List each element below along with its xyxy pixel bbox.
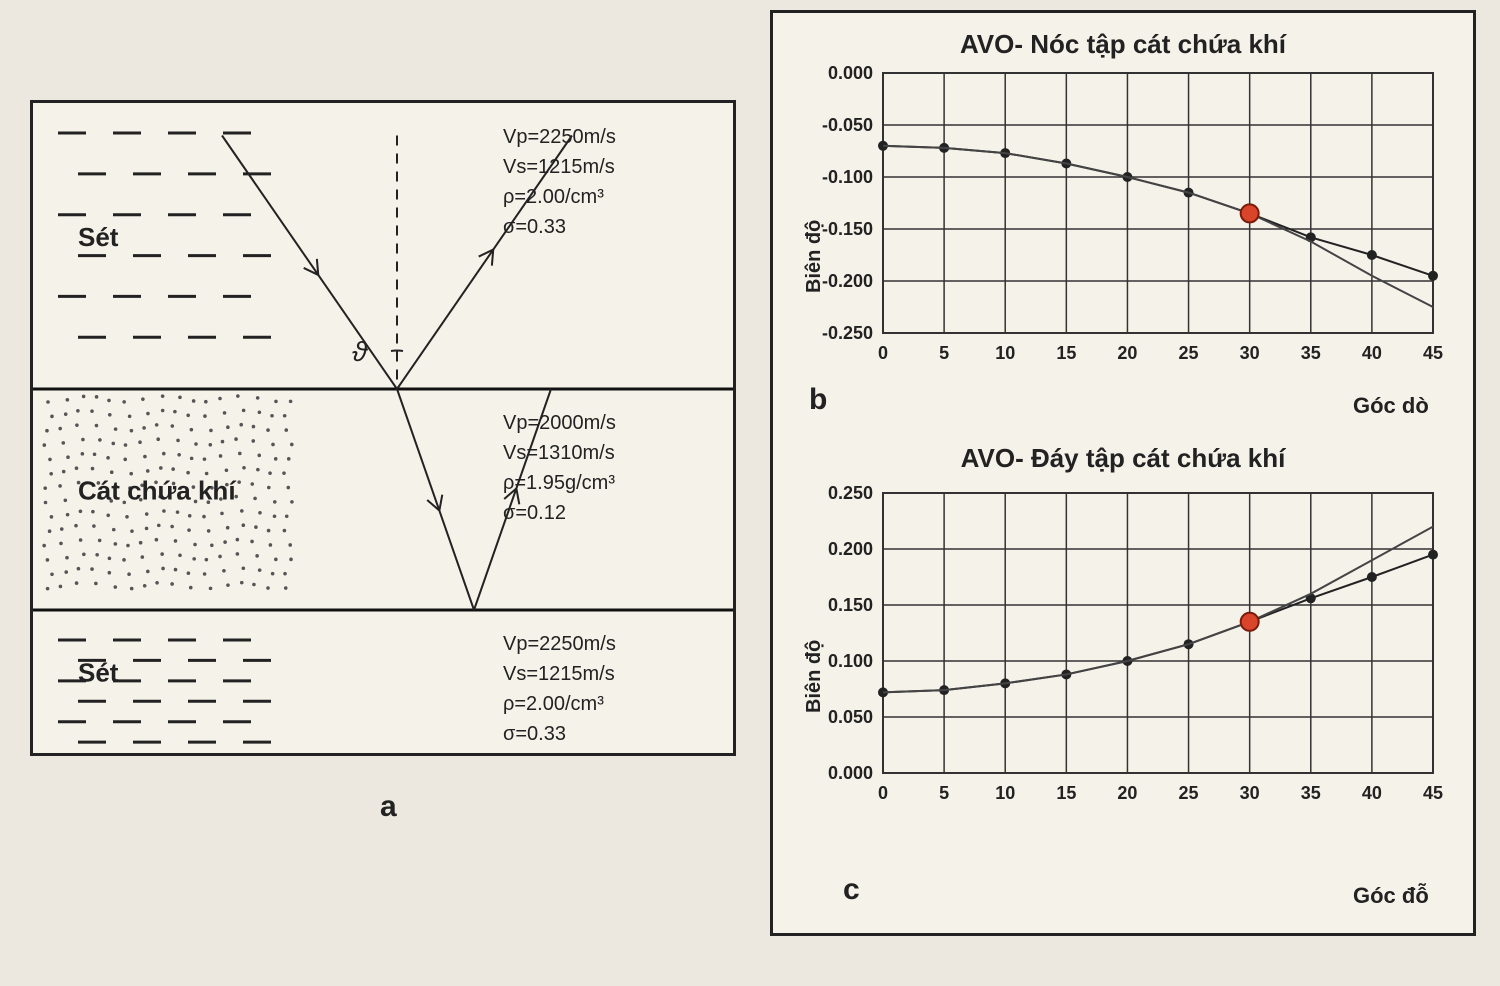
svg-text:-0.250: -0.250 (822, 323, 873, 343)
svg-text:0.100: 0.100 (828, 651, 873, 671)
svg-text:0.050: 0.050 (828, 707, 873, 727)
svg-text:Sét: Sét (78, 222, 119, 252)
svg-text:0: 0 (878, 343, 888, 363)
svg-text:ϑ: ϑ (352, 336, 369, 367)
svg-text:30: 30 (1240, 343, 1260, 363)
svg-text:35: 35 (1301, 783, 1321, 803)
svg-text:5: 5 (939, 343, 949, 363)
svg-text:Vs=1215m/s: Vs=1215m/s (503, 156, 615, 178)
svg-text:25: 25 (1179, 343, 1199, 363)
chart-b-ylabel: Biên độ (803, 220, 826, 293)
svg-text:30: 30 (1240, 783, 1260, 803)
svg-text:0.000: 0.000 (828, 763, 873, 783)
svg-text:ρ=2.00/cm³: ρ=2.00/cm³ (503, 693, 604, 715)
page-root: Sét Vp=2250m/s Vs=1215m/s ρ=2.00/cm³ σ=0.33 C… (0, 0, 1500, 986)
svg-text:Vp=2250m/s: Vp=2250m/s (503, 633, 616, 655)
svg-text:Vs=1310m/s: Vs=1310m/s (503, 442, 615, 464)
svg-text:25: 25 (1179, 783, 1199, 803)
svg-text:σ=0.33: σ=0.33 (503, 723, 566, 745)
svg-text:-0.100: -0.100 (822, 167, 873, 187)
panel-a: Sét Vp=2250m/s Vs=1215m/s ρ=2.00/cm³ σ=0.33 C… (30, 100, 736, 756)
svg-text:ρ=1.95g/cm³: ρ=1.95g/cm³ (503, 472, 615, 494)
svg-text:Vp=2250m/s: Vp=2250m/s (503, 126, 616, 148)
svg-text:0.150: 0.150 (828, 595, 873, 615)
svg-text:10: 10 (995, 343, 1015, 363)
chart-svg-c: 0 5 10 15 20 25 30 35 40 45 0.250 0.200 0.150 0.100 0.… (773, 483, 1473, 903)
svg-text:5: 5 (939, 783, 949, 803)
svg-text:0: 0 (878, 783, 888, 803)
chart-c-ylabel: Biên độ (803, 640, 826, 713)
svg-text:15: 15 (1056, 343, 1076, 363)
svg-text:15: 15 (1056, 783, 1076, 803)
chart-b-title: AVO- Nóc tập cát chứa khí (773, 29, 1473, 60)
svg-text:σ=0.33: σ=0.33 (503, 216, 566, 238)
svg-text:10: 10 (995, 783, 1015, 803)
svg-text:-0.200: -0.200 (822, 271, 873, 291)
svg-text:-0.150: -0.150 (822, 219, 873, 239)
svg-text:0.250: 0.250 (828, 483, 873, 503)
svg-text:Cát chứa khí: Cát chứa khí (78, 476, 236, 506)
chart-c-xlabel: Góc đỗ (1353, 883, 1429, 909)
svg-text:45: 45 (1423, 783, 1443, 803)
chart-c-title: AVO- Đáy tập cát chứa khí (773, 443, 1473, 474)
svg-text:45: 45 (1423, 343, 1443, 363)
panel-c-label: c (843, 873, 860, 907)
svg-text:20: 20 (1117, 783, 1137, 803)
svg-text:0.200: 0.200 (828, 539, 873, 559)
diagram-svg-a: Sét Vp=2250m/s Vs=1215m/s ρ=2.00/cm³ σ=0.33 C… (33, 103, 733, 753)
svg-text:ρ=2.00/cm³: ρ=2.00/cm³ (503, 186, 604, 208)
svg-text:20: 20 (1117, 343, 1137, 363)
svg-text:0.000: 0.000 (828, 63, 873, 83)
svg-text:-0.050: -0.050 (822, 115, 873, 135)
svg-text:35: 35 (1301, 343, 1321, 363)
panel-right: AVO- Nóc tập cát chứa khí 0 5 10 15 20 25 30 35… (770, 10, 1476, 936)
svg-text:Vs=1215m/s: Vs=1215m/s (503, 663, 615, 685)
svg-text:40: 40 (1362, 783, 1382, 803)
svg-text:Vp=2000m/s: Vp=2000m/s (503, 412, 616, 434)
panel-a-label: a (380, 790, 397, 824)
svg-text:Sét: Sét (78, 658, 119, 688)
chart-b-xlabel: Góc dò (1353, 393, 1429, 419)
svg-text:σ=0.12: σ=0.12 (503, 502, 566, 524)
panel-b-label: b (809, 383, 827, 417)
svg-text:40: 40 (1362, 343, 1382, 363)
